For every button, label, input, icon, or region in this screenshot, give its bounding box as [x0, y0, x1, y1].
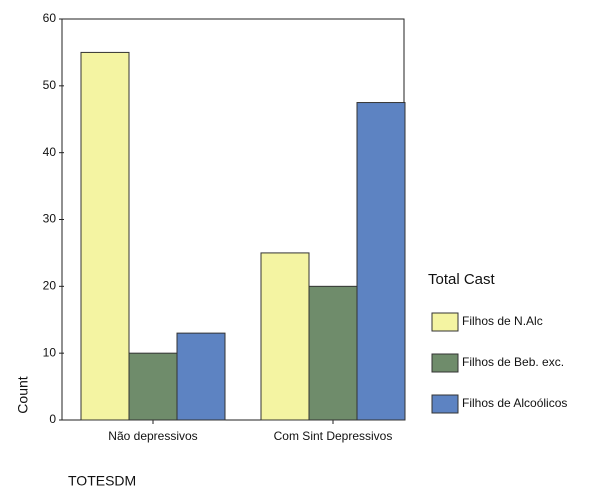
- bar: [176, 332, 226, 421]
- bar: [260, 252, 310, 421]
- legend-label: Filhos de N.Alc: [462, 314, 543, 328]
- legend-title: Total Cast: [428, 271, 496, 288]
- x-tick-label: Não depressivos: [108, 429, 197, 443]
- y-tick-label: 0: [49, 412, 56, 426]
- y-tick-label: 20: [43, 279, 57, 293]
- x-tick-label: Com Sint Depressivos: [274, 429, 393, 443]
- y-tick-label: 40: [43, 145, 57, 159]
- y-tick-label: 60: [43, 11, 57, 25]
- legend-swatch: [431, 353, 459, 373]
- legend-swatch: [431, 312, 459, 332]
- bar: [356, 102, 406, 421]
- legend-swatch: [431, 394, 459, 414]
- y-axis-label: Count: [15, 376, 31, 413]
- y-tick-label: 50: [43, 78, 57, 92]
- bar: [308, 285, 358, 421]
- y-tick-label: 10: [43, 345, 57, 359]
- x-axis-label: TOTESDM: [68, 473, 136, 489]
- bar: [128, 352, 178, 421]
- legend-label: Filhos de Alcoólicos: [462, 396, 567, 410]
- legend-label: Filhos de Beb. exc.: [462, 355, 564, 369]
- y-tick-label: 30: [43, 212, 57, 226]
- bar: [80, 51, 130, 421]
